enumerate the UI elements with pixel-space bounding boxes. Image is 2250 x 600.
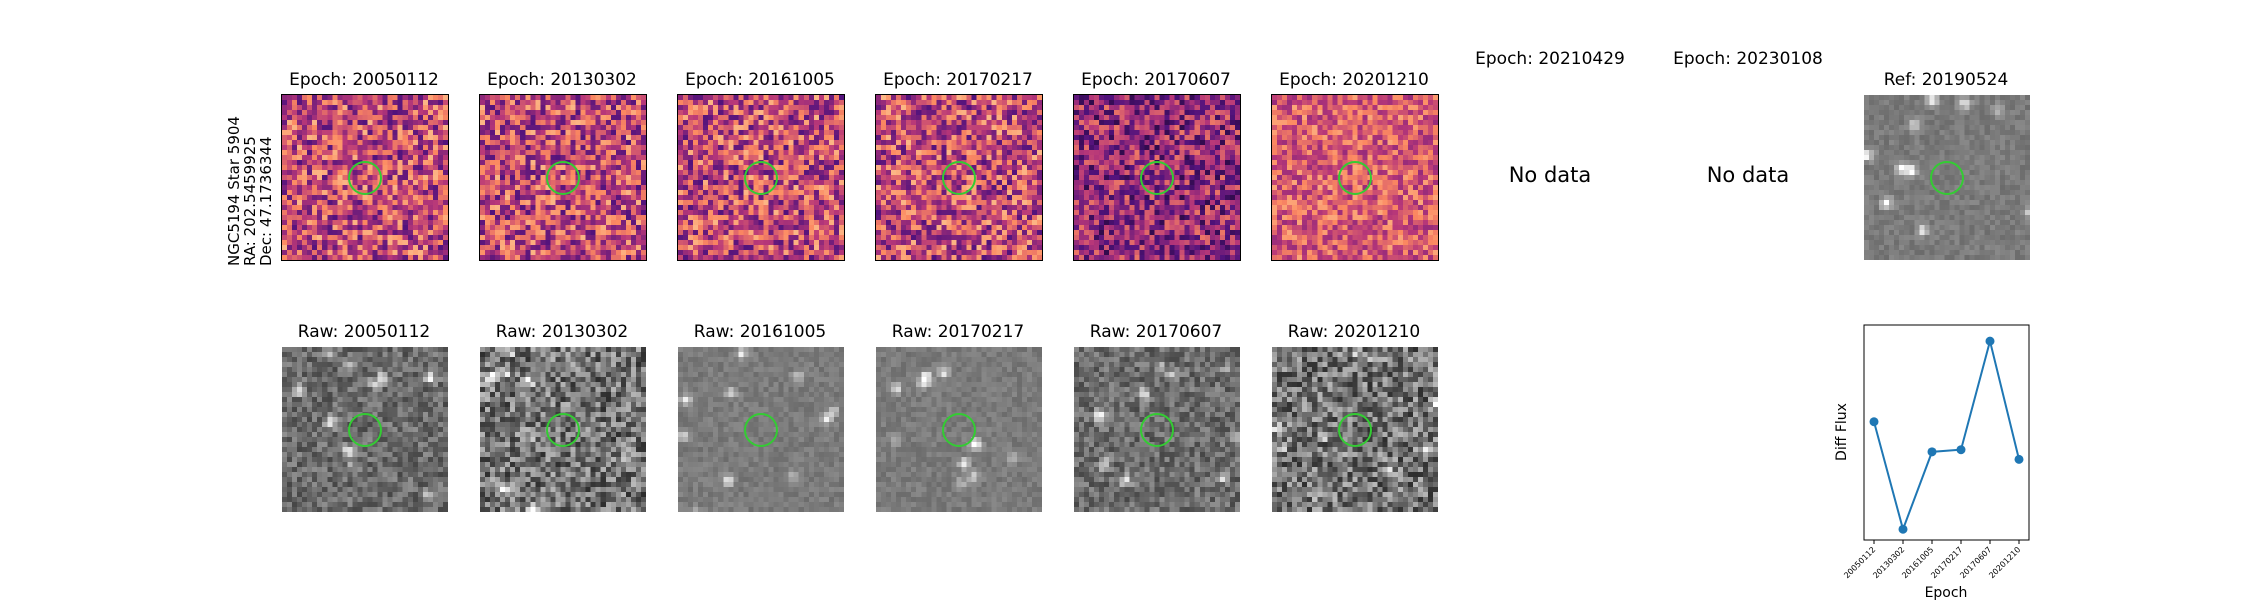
aperture-circle (1338, 160, 1372, 195)
x-ticks: 2005011220130302201610052017021720170607… (1842, 540, 2022, 580)
data-point (1985, 336, 1995, 346)
aperture-circle (1338, 412, 1372, 447)
epoch-diff-image (1271, 94, 1439, 261)
aperture-circle (546, 412, 580, 447)
epoch-title: Epoch: 20230108 (1673, 49, 1823, 69)
series-line (1873, 340, 2020, 533)
raw-title: Raw: 20201210 (1287, 322, 1421, 342)
aperture-circle (942, 160, 976, 195)
object-name: NGC5194 Star 5904 (225, 116, 243, 266)
raw-title: Raw: 20170607 (1089, 322, 1223, 342)
plot-frame (1863, 324, 2030, 541)
epoch-diff-image (1073, 94, 1241, 261)
no-data-label: No data (1508, 163, 1592, 187)
epoch-diff-image (281, 94, 449, 261)
raw-title: Raw: 20130302 (495, 322, 629, 342)
epoch-diff-image (479, 94, 647, 261)
epoch-title: Epoch: 20170217 (883, 70, 1033, 90)
reference-image (1864, 95, 2030, 260)
epoch-title: Epoch: 20210429 (1475, 49, 1625, 69)
aperture-circle (1140, 160, 1174, 195)
aperture-circle (348, 412, 382, 447)
raw-image (678, 347, 844, 512)
raw-title: Raw: 20161005 (693, 322, 827, 342)
raw-image (876, 347, 1042, 512)
object-label: NGC5194 Star 5904 RA: 202.5459925 Dec: 4… (196, 106, 276, 266)
aperture-circle (1140, 412, 1174, 447)
series-points (1869, 336, 2024, 534)
epoch-diff-image (875, 94, 1043, 261)
aperture-circle (744, 412, 778, 447)
no-data-label: No data (1706, 163, 1790, 187)
raw-title: Raw: 20050112 (297, 322, 431, 342)
data-point (1956, 445, 1966, 455)
x-tick-label: 20201210 (1987, 545, 2022, 580)
epoch-title: Epoch: 20161005 (685, 70, 835, 90)
raw-image (1074, 347, 1240, 512)
object-dec: Dec: 47.1736344 (257, 136, 275, 266)
aperture-circle (1930, 160, 1964, 195)
aperture-circle (546, 160, 580, 195)
raw-image (480, 347, 646, 512)
diff-flux-chart: 2005011220130302201610052017021720170607… (1834, 324, 2030, 600)
ref-title: Ref: 20190524 (1883, 70, 2009, 90)
y-axis-label: Diff Flux (1834, 403, 1850, 461)
epoch-title: Epoch: 20170607 (1081, 70, 1231, 90)
raw-image (282, 347, 448, 512)
epoch-diff-image (677, 94, 845, 261)
data-point (2014, 454, 2024, 464)
epoch-title: Epoch: 20050112 (289, 70, 439, 90)
data-point (1898, 524, 1908, 534)
aperture-circle (942, 412, 976, 447)
aperture-circle (348, 160, 382, 195)
aperture-circle (744, 160, 778, 195)
x-axis-label: Epoch (1925, 585, 1968, 600)
object-ra: RA: 202.5459925 (241, 136, 259, 266)
raw-title: Raw: 20170217 (891, 322, 1025, 342)
epoch-title: Epoch: 20130302 (487, 70, 637, 90)
data-point (1927, 447, 1937, 457)
epoch-title: Epoch: 20201210 (1279, 70, 1429, 90)
raw-image (1272, 347, 1438, 512)
data-point (1869, 417, 1879, 427)
